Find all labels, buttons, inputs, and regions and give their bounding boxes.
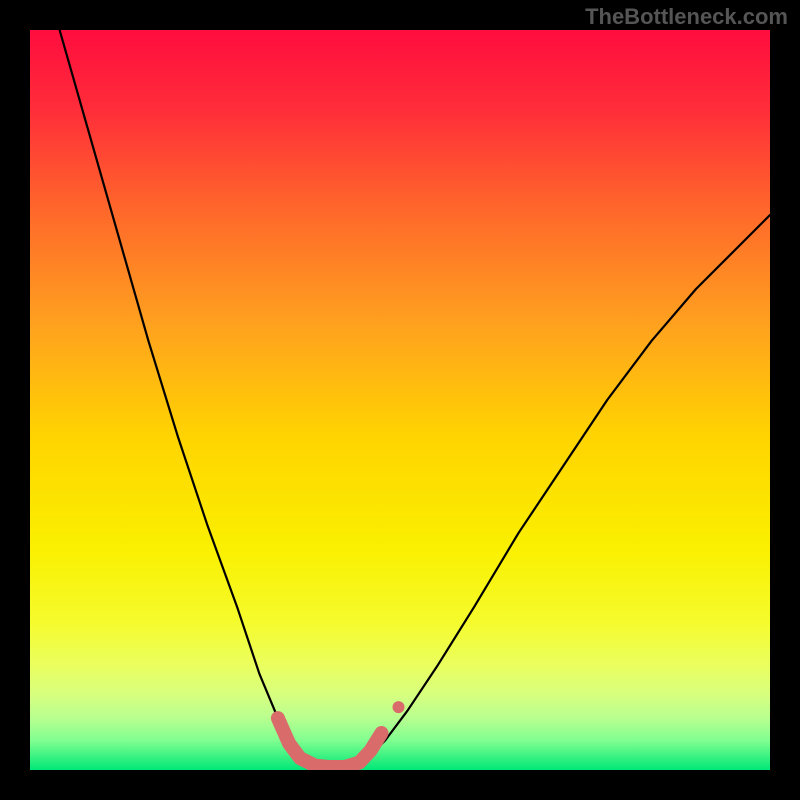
plot-area [30, 30, 770, 770]
chart-canvas: TheBottleneck.com [0, 0, 800, 800]
gradient-background [30, 30, 770, 770]
plot-svg [30, 30, 770, 770]
watermark-text: TheBottleneck.com [585, 4, 788, 30]
marker-dot [393, 701, 405, 713]
